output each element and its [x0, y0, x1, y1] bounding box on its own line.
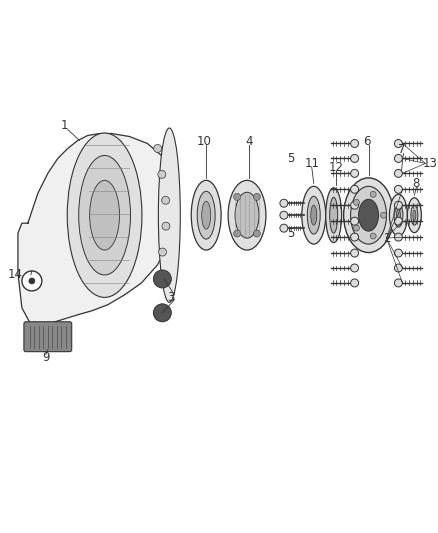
Circle shape — [350, 233, 359, 241]
Text: 9: 9 — [42, 351, 49, 364]
Circle shape — [381, 212, 386, 218]
Circle shape — [395, 140, 403, 148]
Circle shape — [395, 217, 403, 225]
Text: 13: 13 — [423, 157, 438, 170]
Circle shape — [350, 155, 359, 163]
Circle shape — [395, 249, 403, 257]
Ellipse shape — [202, 201, 211, 229]
Ellipse shape — [359, 199, 378, 231]
Circle shape — [254, 230, 260, 237]
Ellipse shape — [302, 187, 326, 244]
Text: 3: 3 — [168, 292, 175, 304]
Circle shape — [350, 264, 359, 272]
Ellipse shape — [79, 156, 131, 275]
Circle shape — [353, 225, 360, 231]
Circle shape — [154, 274, 162, 282]
Text: 11: 11 — [304, 157, 319, 170]
Circle shape — [350, 185, 359, 193]
Circle shape — [370, 233, 376, 239]
Ellipse shape — [389, 195, 407, 236]
Circle shape — [353, 199, 360, 205]
Circle shape — [395, 169, 403, 177]
Circle shape — [350, 217, 359, 225]
Circle shape — [22, 271, 42, 291]
Circle shape — [162, 222, 170, 230]
Text: 6: 6 — [363, 135, 370, 148]
Text: 5: 5 — [287, 227, 294, 240]
Circle shape — [350, 279, 359, 287]
Ellipse shape — [396, 209, 400, 221]
Circle shape — [280, 224, 288, 232]
Circle shape — [395, 155, 403, 163]
Text: 12: 12 — [328, 161, 343, 174]
Text: 1: 1 — [61, 119, 68, 132]
Text: 8: 8 — [413, 177, 420, 190]
Circle shape — [350, 201, 359, 209]
Text: 7: 7 — [398, 143, 405, 156]
Ellipse shape — [67, 133, 142, 297]
Circle shape — [162, 196, 170, 204]
Ellipse shape — [350, 187, 386, 244]
Text: 2: 2 — [383, 232, 390, 245]
Circle shape — [395, 185, 403, 193]
Circle shape — [350, 140, 359, 148]
Circle shape — [154, 144, 162, 152]
Circle shape — [234, 230, 240, 237]
Circle shape — [153, 304, 171, 322]
Polygon shape — [18, 134, 177, 325]
Circle shape — [280, 199, 288, 207]
Circle shape — [158, 171, 166, 179]
Ellipse shape — [90, 180, 120, 250]
Ellipse shape — [235, 192, 259, 238]
Circle shape — [395, 279, 403, 287]
Circle shape — [370, 191, 376, 197]
Circle shape — [350, 249, 359, 257]
Circle shape — [395, 201, 403, 209]
Ellipse shape — [307, 196, 320, 234]
Circle shape — [29, 278, 35, 284]
FancyBboxPatch shape — [24, 322, 72, 352]
Ellipse shape — [344, 178, 393, 253]
Text: 4: 4 — [245, 135, 253, 148]
Ellipse shape — [197, 191, 215, 239]
Circle shape — [234, 193, 240, 200]
Ellipse shape — [413, 210, 416, 220]
Text: 5: 5 — [287, 152, 294, 165]
Ellipse shape — [191, 180, 221, 250]
Ellipse shape — [159, 128, 180, 302]
Ellipse shape — [330, 197, 338, 233]
Circle shape — [395, 264, 403, 272]
Circle shape — [153, 270, 171, 288]
Ellipse shape — [326, 188, 342, 243]
Circle shape — [280, 211, 288, 219]
Ellipse shape — [407, 198, 421, 232]
Ellipse shape — [228, 180, 266, 250]
Ellipse shape — [394, 203, 403, 227]
Text: 14: 14 — [7, 269, 22, 281]
Text: 10: 10 — [197, 135, 212, 148]
Circle shape — [350, 169, 359, 177]
Circle shape — [395, 233, 403, 241]
Circle shape — [254, 193, 260, 200]
Ellipse shape — [311, 205, 317, 225]
Ellipse shape — [411, 205, 418, 225]
Circle shape — [159, 248, 166, 256]
